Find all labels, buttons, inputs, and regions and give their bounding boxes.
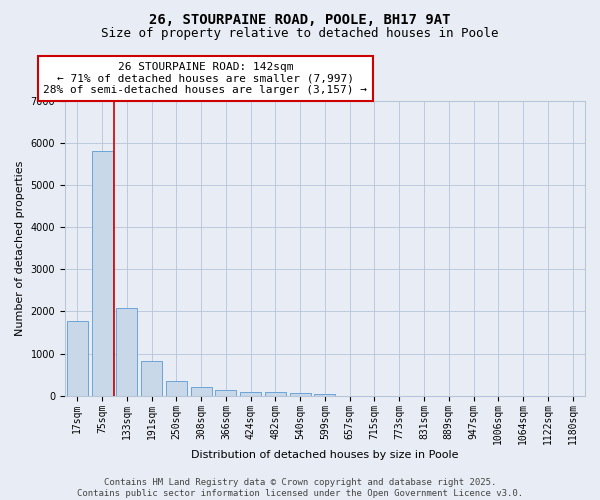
- Text: Contains HM Land Registry data © Crown copyright and database right 2025.
Contai: Contains HM Land Registry data © Crown c…: [77, 478, 523, 498]
- Bar: [141, 361, 162, 396]
- Bar: [67, 320, 88, 396]
- Bar: [92, 150, 113, 396]
- X-axis label: Distribution of detached houses by size in Poole: Distribution of detached houses by size …: [191, 450, 459, 460]
- Y-axis label: Number of detached properties: Number of detached properties: [15, 160, 25, 336]
- Bar: [240, 392, 261, 396]
- Bar: [314, 394, 335, 396]
- Bar: [290, 393, 311, 396]
- Bar: [116, 308, 137, 396]
- Bar: [265, 392, 286, 396]
- Text: 26, STOURPAINE ROAD, POOLE, BH17 9AT: 26, STOURPAINE ROAD, POOLE, BH17 9AT: [149, 12, 451, 26]
- Bar: [166, 380, 187, 396]
- Text: 26 STOURPAINE ROAD: 142sqm
← 71% of detached houses are smaller (7,997)
28% of s: 26 STOURPAINE ROAD: 142sqm ← 71% of deta…: [43, 62, 367, 95]
- Bar: [215, 390, 236, 396]
- Text: Size of property relative to detached houses in Poole: Size of property relative to detached ho…: [101, 28, 499, 40]
- Bar: [191, 387, 212, 396]
